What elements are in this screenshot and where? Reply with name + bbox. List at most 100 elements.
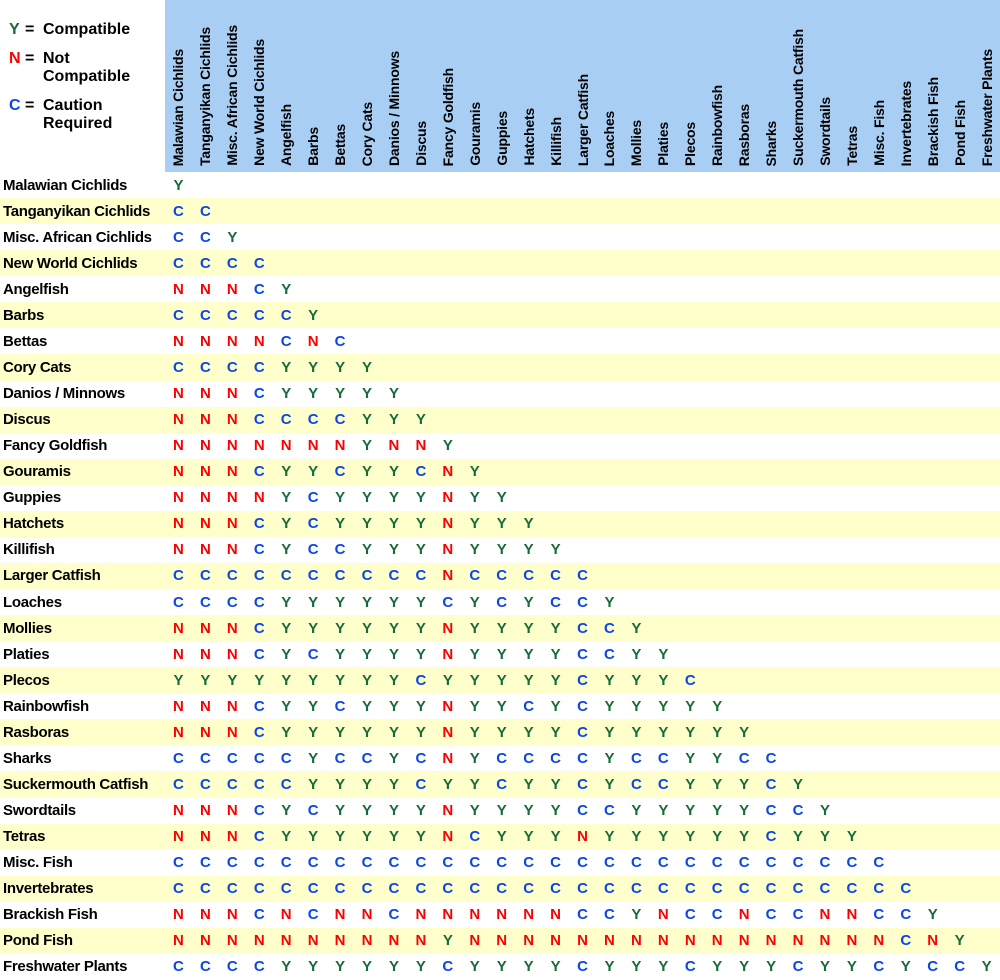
matrix-cell	[838, 459, 865, 485]
column-header: Killifish	[542, 0, 569, 172]
matrix-cell	[812, 563, 839, 589]
matrix-cell: C	[334, 880, 346, 898]
matrix-cell: C	[900, 932, 912, 950]
matrix-cell	[785, 745, 812, 771]
matrix-cell	[946, 850, 973, 876]
matrix-cell: Y	[362, 515, 373, 533]
column-header: Invertebrates	[892, 0, 919, 172]
matrix-cell	[704, 381, 731, 407]
matrix-cell: Y	[388, 489, 399, 507]
matrix-cell	[434, 381, 461, 407]
matrix-cell: C	[361, 749, 373, 767]
matrix-cell: Y	[308, 958, 319, 976]
matrix-cell: Y	[388, 828, 399, 846]
matrix-cell	[461, 224, 488, 250]
matrix-cell	[488, 407, 515, 433]
matrix-cell	[838, 771, 865, 797]
matrix-cell	[434, 328, 461, 354]
matrix-cell: Y	[281, 515, 292, 533]
matrix-cell	[623, 250, 650, 276]
legend-item-caution: C = Caution Required	[9, 97, 165, 133]
matrix-cell	[838, 667, 865, 693]
table-row: New World Cichlids C C C C	[0, 250, 1000, 277]
matrix-cell: Y	[658, 645, 669, 663]
matrix-cell	[542, 511, 569, 537]
matrix-cell: Y	[281, 385, 292, 403]
matrix-cell	[381, 354, 408, 380]
matrix-cell	[354, 302, 381, 328]
legend-label-not-compatible: Not Compatible	[43, 50, 131, 86]
matrix-cell	[812, 511, 839, 537]
matrix-cell	[919, 876, 946, 902]
legend-equals: =	[25, 21, 35, 38]
matrix-cell	[946, 511, 973, 537]
matrix-cell: Y	[388, 671, 399, 689]
matrix-cell: C	[577, 880, 588, 898]
matrix-cell: Y	[173, 176, 184, 194]
matrix-cell: C	[604, 880, 615, 898]
matrix-cell: C	[280, 880, 292, 898]
matrix-cell: Y	[496, 958, 507, 976]
matrix-cell: C	[846, 880, 858, 898]
matrix-cell	[596, 250, 623, 276]
matrix-cell	[865, 198, 892, 224]
matrix-cell: Y	[415, 515, 426, 533]
table-row: Invertebrates C C C C C C C C C C C C C C C C C C C C C C C C C C C…	[0, 875, 1000, 902]
matrix-cell: C	[765, 880, 777, 898]
matrix-cell: C	[173, 306, 184, 324]
matrix-cell: C	[307, 515, 319, 533]
matrix-cell: N	[226, 411, 238, 429]
matrix-cell: Y	[173, 671, 184, 689]
matrix-cell	[461, 328, 488, 354]
column-header-label: Hatchets	[520, 108, 537, 166]
matrix-cell: Y	[415, 489, 426, 507]
matrix-cell	[381, 276, 408, 302]
matrix-cell: C	[173, 358, 184, 376]
matrix-cell	[596, 511, 623, 537]
matrix-cell: C	[954, 958, 966, 976]
matrix-cell	[758, 433, 785, 459]
matrix-cell: C	[496, 854, 508, 872]
matrix-cell: N	[173, 828, 184, 846]
matrix-cell	[865, 824, 892, 850]
matrix-cell: N	[442, 828, 454, 846]
matrix-cell	[596, 459, 623, 485]
matrix-cell	[758, 589, 785, 615]
matrix-cell: N	[577, 932, 588, 950]
matrix-cell: C	[630, 749, 642, 767]
matrix-cell: C	[253, 593, 265, 611]
matrix-cell: C	[199, 254, 211, 272]
matrix-cell	[515, 172, 542, 198]
matrix-cell	[758, 328, 785, 354]
matrix-cell: C	[280, 332, 292, 350]
table-row: Larger Catfish C C C C C C C C C C N C C C C C	[0, 562, 1000, 589]
matrix-cell: Y	[388, 385, 399, 403]
matrix-cell	[731, 641, 758, 667]
matrix-cell	[354, 224, 381, 250]
matrix-cell: C	[280, 567, 292, 585]
table-row: Fancy Goldfish N N N N N N N Y N N Y	[0, 432, 1000, 459]
matrix-cell: Y	[469, 619, 480, 637]
matrix-cell	[650, 224, 677, 250]
matrix-cell	[812, 459, 839, 485]
matrix-cell	[300, 250, 327, 276]
matrix-cell: C	[765, 749, 777, 767]
matrix-cell	[838, 276, 865, 302]
matrix-cell	[381, 224, 408, 250]
matrix-cell	[838, 328, 865, 354]
matrix-cell: Y	[281, 358, 292, 376]
matrix-cell: C	[577, 645, 588, 663]
matrix-cell	[946, 381, 973, 407]
matrix-cell	[273, 172, 300, 198]
matrix-cell	[542, 485, 569, 511]
matrix-cell: N	[199, 932, 211, 950]
matrix-body: Malawian Cichlids Y Tanganyikan Cichlids C C…	[0, 172, 1000, 980]
matrix-cell: Y	[335, 775, 346, 793]
matrix-cell: C	[604, 906, 615, 924]
matrix-cell	[892, 250, 919, 276]
matrix-cell: C	[307, 854, 319, 872]
matrix-cell: Y	[712, 828, 723, 846]
matrix-cell	[812, 615, 839, 641]
matrix-cell: Y	[335, 619, 346, 637]
matrix-cell	[758, 354, 785, 380]
